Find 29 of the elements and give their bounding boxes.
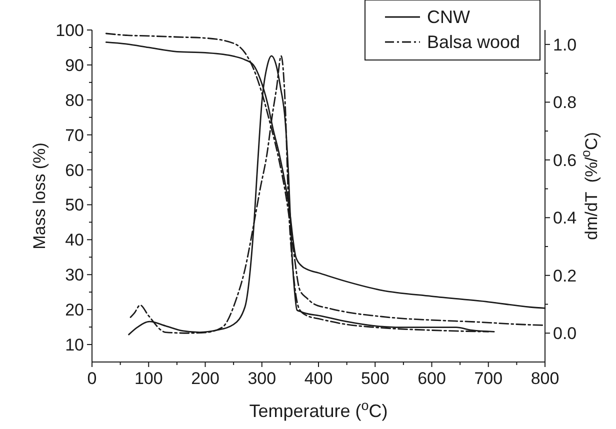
y-tick-label: 30 xyxy=(65,266,84,285)
y2-tick-label: 1.0 xyxy=(553,35,577,54)
x-tick-label: 300 xyxy=(248,369,276,388)
x-tick-label: 0 xyxy=(87,369,97,388)
y-tick-label: 40 xyxy=(65,230,84,250)
y-tick-label: 10 xyxy=(65,336,84,355)
x-tick-label: 500 xyxy=(360,369,390,388)
y-tick-label: 50 xyxy=(65,196,84,215)
x-tick-label: 700 xyxy=(474,369,503,388)
x-axis-title: Temperature ($^{o}$C) xyxy=(249,398,388,421)
x-tick-label: 800 xyxy=(530,369,560,388)
y-tick-label: 100 xyxy=(56,21,84,40)
y2-tick-label: 0.0 xyxy=(553,324,577,344)
x-tick-label: 200 xyxy=(191,369,220,388)
x-tick-label: 100 xyxy=(134,369,163,388)
y-tick-label: 60 xyxy=(65,160,84,180)
x-tick-label: 600 xyxy=(418,369,446,388)
y-tick-label: 20 xyxy=(65,300,84,320)
y-tick-label: 90 xyxy=(65,56,84,75)
y-tick-label: 80 xyxy=(65,90,84,110)
x-tick-label: 400 xyxy=(304,369,333,388)
y2-tick-label: 0.2 xyxy=(553,266,577,286)
legend-label: CNW xyxy=(427,7,470,27)
y2-tick-label: 0.4 xyxy=(553,208,577,228)
y2-tick-label: 0.6 xyxy=(553,150,577,170)
y-axis-title: Mass loss (%) xyxy=(30,142,49,250)
y2-tick-label: 0.8 xyxy=(553,93,577,112)
legend-label: Balsa wood xyxy=(427,32,520,52)
y-tick-label: 70 xyxy=(65,126,84,145)
